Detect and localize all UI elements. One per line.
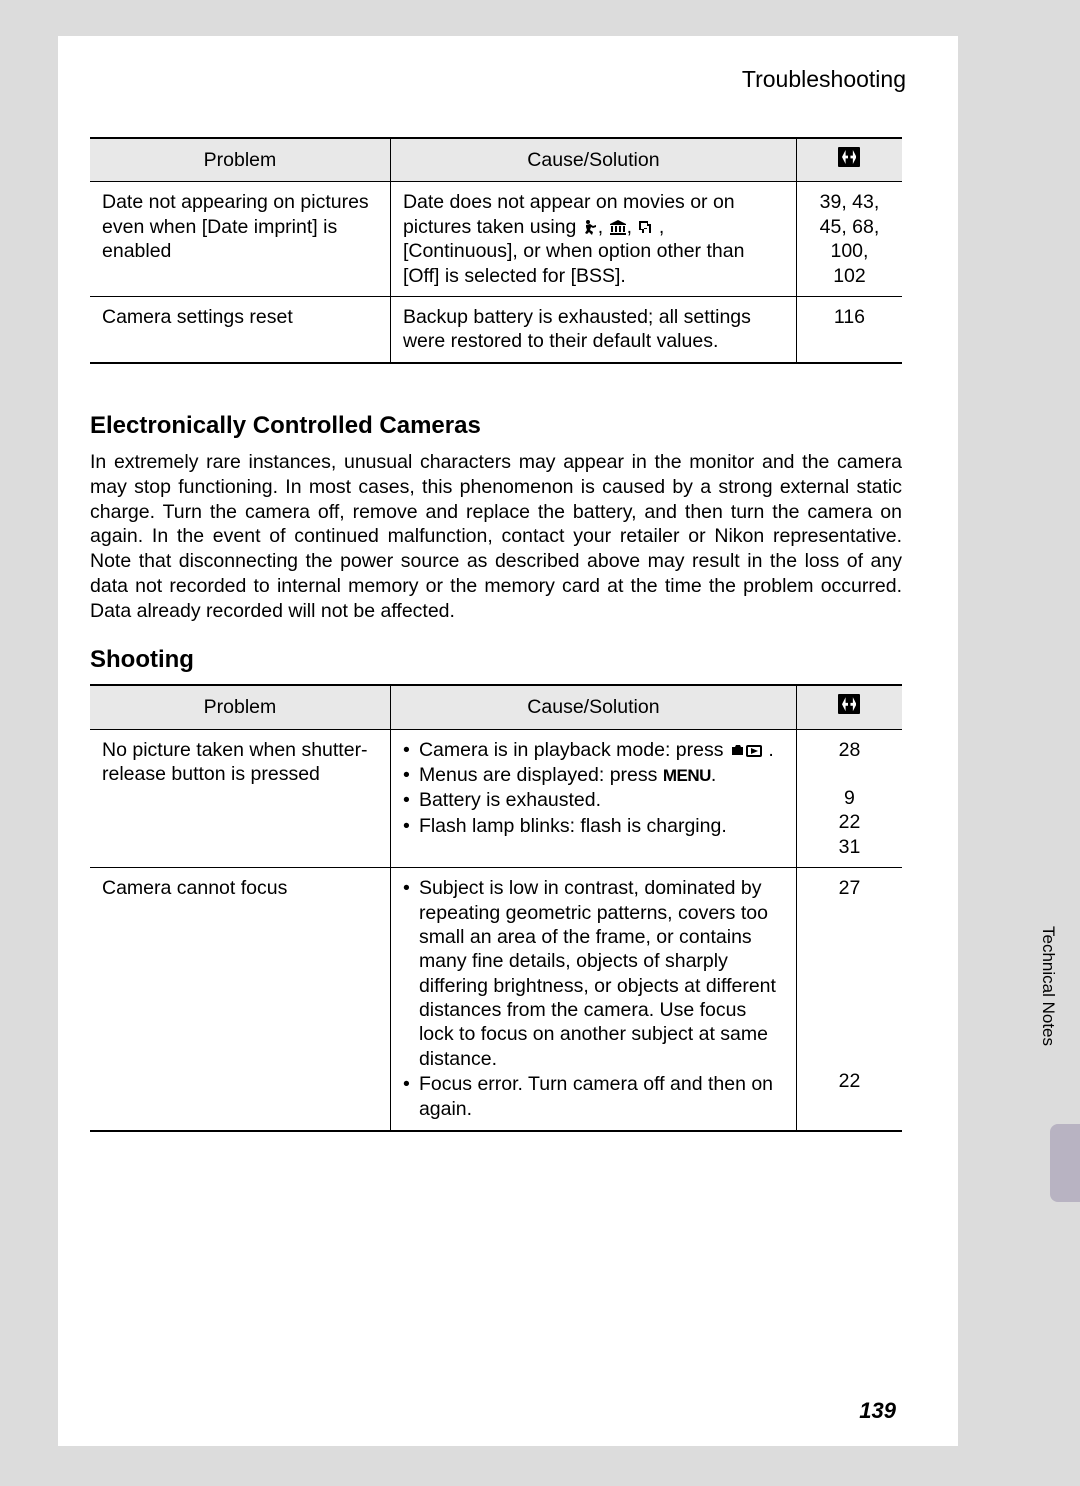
table-row: Camera cannot focus Subject is low in co… <box>90 868 902 1131</box>
col-header-problem: Problem <box>90 138 390 182</box>
col-header-page-ref <box>796 138 902 182</box>
cell-page-ref: 116 <box>796 296 902 362</box>
cell-cause: Date does not appear on movies or on pic… <box>390 182 796 297</box>
museum-mode-icon <box>609 219 627 235</box>
table-header-row: Problem Cause/Solution <box>90 138 902 182</box>
side-tab-label: Technical Notes <box>1020 922 1058 1046</box>
page-ref-icon <box>838 694 860 714</box>
cell-problem: Date not appearing on pictures even when… <box>90 182 390 297</box>
cell-page-ref: 28 9 22 31 <box>796 729 902 868</box>
cell-cause: Camera is in playback mode: press . Menu… <box>390 729 796 868</box>
side-tab-bar <box>1050 1124 1080 1202</box>
section-heading-electronically-controlled: Electronically Controlled Cameras <box>90 412 902 440</box>
col-header-problem: Problem <box>90 685 390 729</box>
col-header-cause: Cause/Solution <box>390 138 796 182</box>
table-header-row: Problem Cause/Solution <box>90 685 902 729</box>
copy-mode-icon <box>637 219 653 235</box>
list-item: Menus are displayed: press MENU. <box>403 763 784 787</box>
cell-cause: Subject is low in contrast, dominated by… <box>390 868 796 1131</box>
table-row: No picture taken when shutter-release bu… <box>90 729 902 868</box>
col-header-page-ref <box>796 685 902 729</box>
cell-problem: No picture taken when shutter-release bu… <box>90 729 390 868</box>
list-item: Focus error. Turn camera off and then on… <box>403 1072 784 1121</box>
cell-problem: Camera cannot focus <box>90 868 390 1131</box>
page-ref-icon <box>838 147 860 167</box>
cell-page-ref: 39, 43, 45, 68, 100, 102 <box>796 182 902 297</box>
section-heading-shooting: Shooting <box>90 646 902 674</box>
side-tab: Technical Notes <box>1020 922 1080 1132</box>
troubleshooting-table-1: Problem Cause/Solution Date not appearin… <box>90 137 902 364</box>
troubleshooting-table-2: Problem Cause/Solution No picture taken … <box>90 684 902 1132</box>
list-item: Flash lamp blinks: flash is charging. <box>403 814 784 838</box>
cell-cause: Backup battery is exhausted; all setting… <box>390 296 796 362</box>
table-row: Date not appearing on pictures even when… <box>90 182 902 297</box>
col-header-cause: Cause/Solution <box>390 685 796 729</box>
menu-button-icon: MENU <box>663 766 711 785</box>
manual-page: Troubleshooting Problem Cause/Solution D… <box>58 36 958 1446</box>
list-item: Camera is in playback mode: press . <box>403 738 784 762</box>
page-header-title: Troubleshooting <box>90 66 906 93</box>
page-number: 139 <box>859 1398 896 1424</box>
cell-page-ref: 27 22 <box>796 868 902 1131</box>
list-item: Subject is low in contrast, dominated by… <box>403 876 784 1071</box>
list-item: Battery is exhausted. <box>403 788 784 812</box>
shooting-playback-mode-icon <box>729 742 763 758</box>
sport-mode-icon <box>582 219 598 235</box>
section-body-electronically-controlled: In extremely rare instances, unusual cha… <box>90 450 902 625</box>
cell-problem: Camera settings reset <box>90 296 390 362</box>
table-row: Camera settings reset Backup battery is … <box>90 296 902 362</box>
